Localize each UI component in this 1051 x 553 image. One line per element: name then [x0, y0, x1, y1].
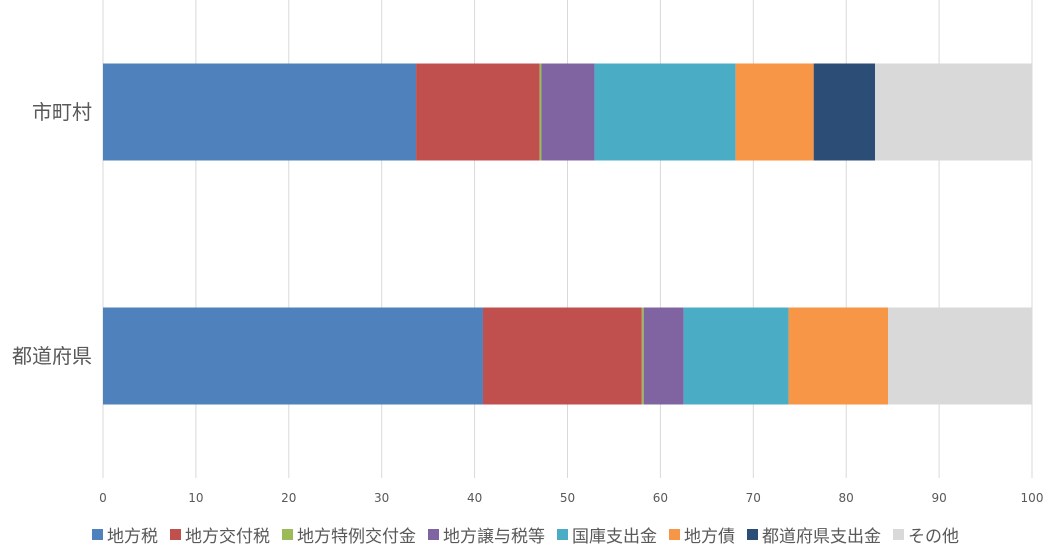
legend-swatch	[428, 528, 439, 540]
bar-segment-0-4	[594, 63, 736, 161]
legend-item: 地方交付税	[170, 522, 270, 547]
legend-swatch	[92, 528, 103, 540]
bar-segment-0-0	[103, 63, 417, 161]
x-tick-label: 90	[931, 491, 946, 505]
x-tick-label: 80	[839, 491, 854, 505]
legend-item: その他	[893, 522, 959, 547]
legend-item: 地方譲与税等	[428, 522, 545, 547]
bar-segment-1-4	[683, 307, 789, 405]
x-tick-label: 10	[188, 491, 203, 505]
x-tick-label: 50	[560, 491, 575, 505]
legend-swatch	[282, 528, 293, 540]
x-tick-label: 70	[746, 491, 761, 505]
bar-segment-1-2	[641, 307, 644, 405]
legend-swatch	[893, 528, 904, 540]
bar-segment-1-5	[788, 307, 889, 405]
bar-segment-0-1	[416, 63, 540, 161]
x-tick-label: 40	[467, 491, 482, 505]
x-tick-label: 100	[1021, 491, 1044, 505]
category-label: 都道府県	[12, 344, 92, 368]
x-tick-label: 60	[653, 491, 668, 505]
x-axis-tick-labels: 0 10 20 30 40 50 60 70 80 90 100	[99, 491, 1043, 505]
bar-segment-1-1	[482, 307, 642, 405]
legend-label: 地方特例交付金	[297, 526, 416, 547]
legend-label: 国庫支出金	[572, 526, 657, 547]
legend-item: 地方債	[669, 522, 735, 547]
legend-swatch	[669, 528, 680, 540]
bar-segment-0-5	[735, 63, 814, 161]
legend-label: 都道府県支出金	[762, 526, 881, 547]
legend-item: 地方税	[92, 522, 158, 547]
legend-label: 地方税	[107, 526, 158, 547]
bar-segment-0-2	[539, 63, 542, 161]
legend-item: 地方特例交付金	[282, 522, 416, 547]
bar-segment-1-7	[888, 307, 1032, 405]
legend-item: 国庫支出金	[557, 522, 657, 547]
legend-label: その他	[908, 526, 959, 547]
bar-segment-1-0	[103, 307, 483, 405]
legend-item: 都道府県支出金	[747, 522, 881, 547]
x-tick-label: 0	[99, 491, 107, 505]
bar-segment-0-7	[874, 63, 1032, 161]
bar-segment-0-6	[813, 63, 875, 161]
legend-swatch	[557, 528, 568, 540]
legend-label: 地方債	[684, 526, 735, 547]
legend-label: 地方譲与税等	[443, 526, 545, 547]
legend-swatch	[747, 528, 758, 540]
bar-segment-0-3	[541, 63, 595, 161]
x-tick-label: 30	[374, 491, 389, 505]
bars	[103, 63, 1032, 405]
legend-label: 地方交付税	[185, 526, 270, 547]
x-tick-label: 20	[281, 491, 296, 505]
legend-swatch	[170, 528, 181, 540]
legend: 地方税 地方交付税 地方特例交付金 地方譲与税等 国庫支出金 地方債 都道府県支出金 その他	[0, 519, 1051, 549]
bar-segment-1-3	[643, 307, 684, 405]
category-label: 市町村	[32, 100, 92, 124]
